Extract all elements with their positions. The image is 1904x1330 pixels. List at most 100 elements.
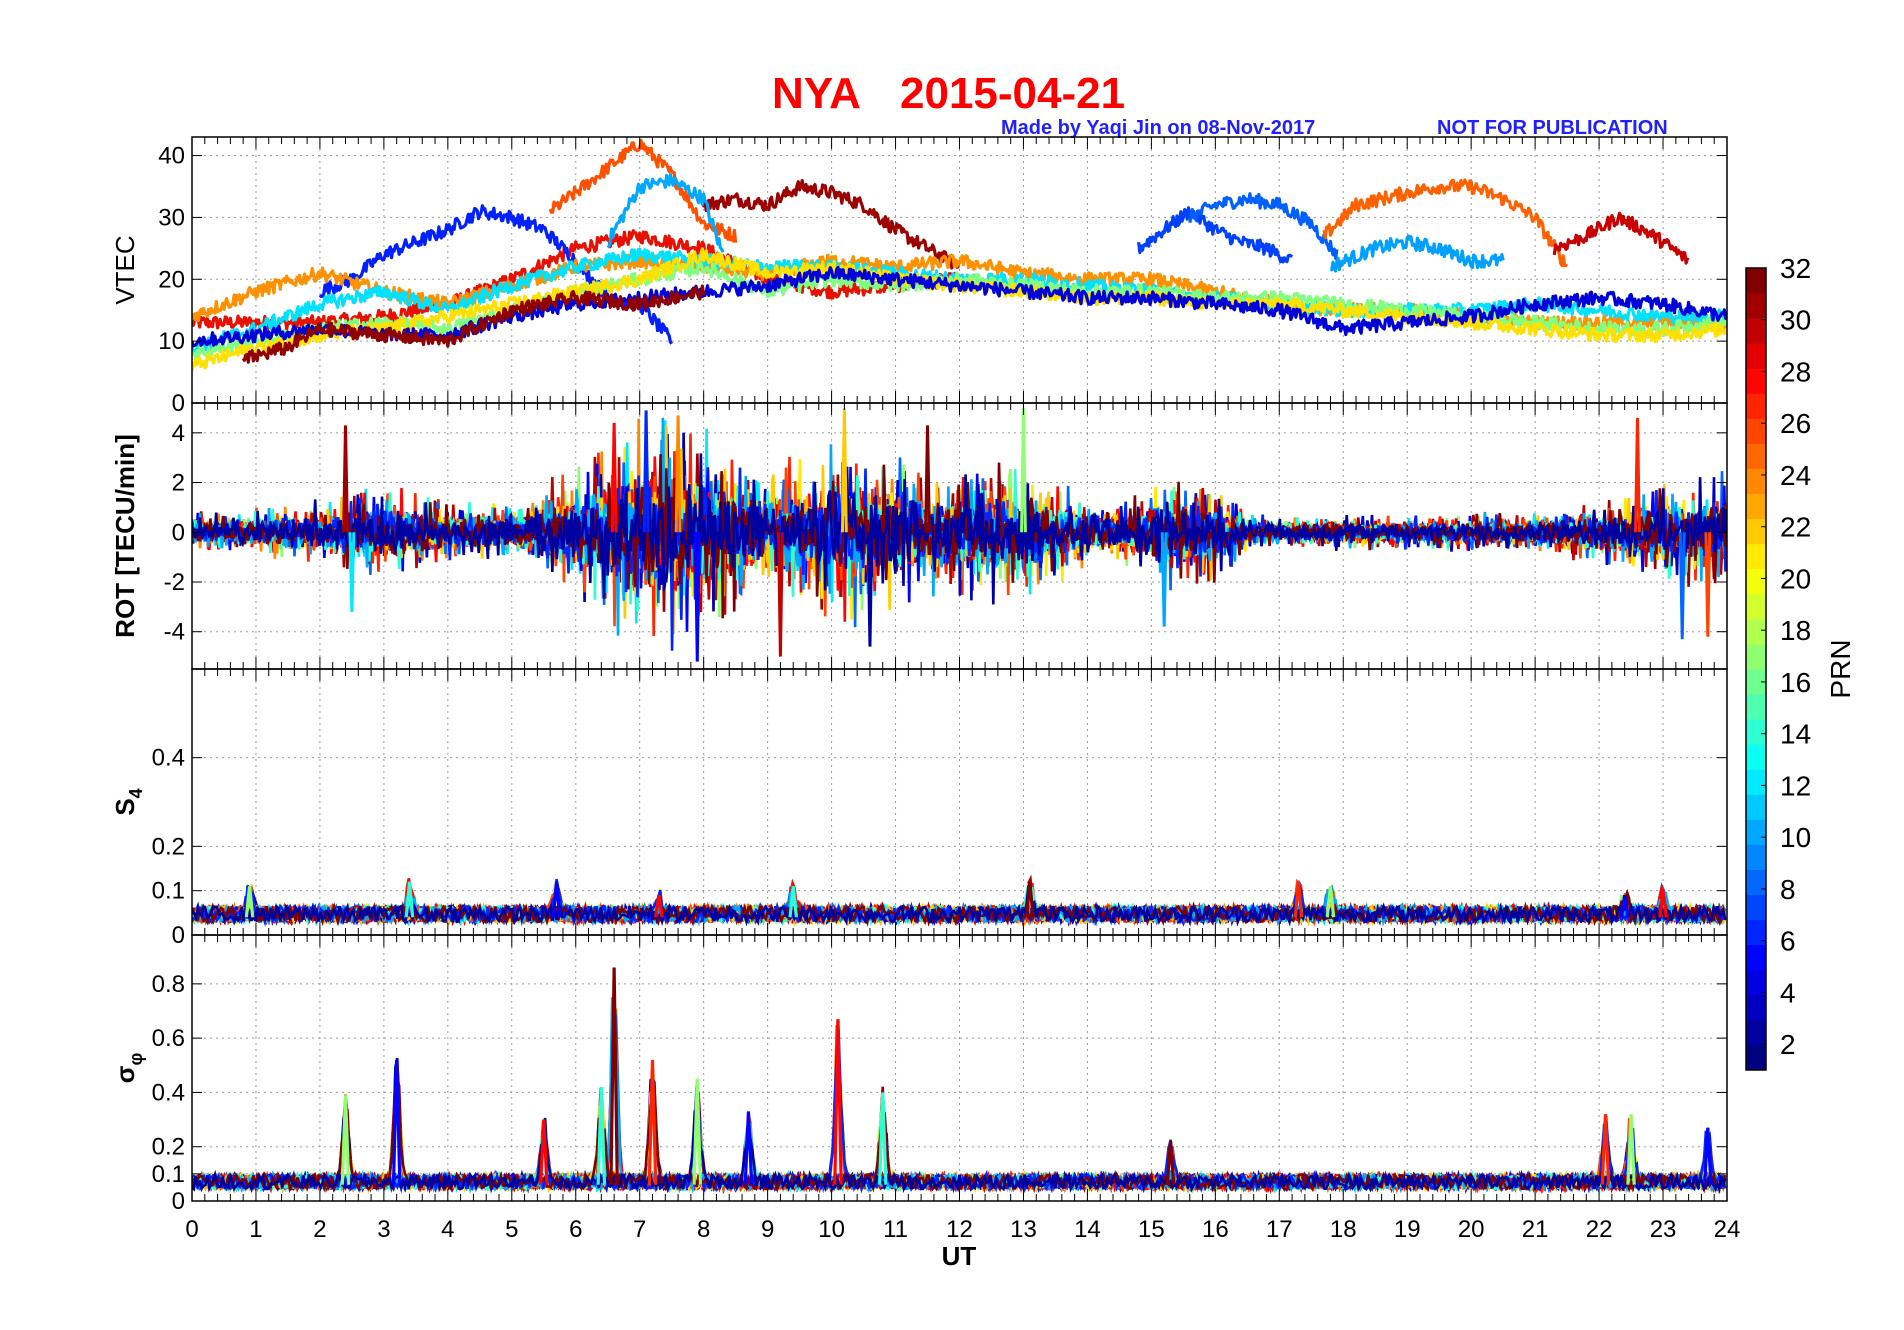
colorbar-tick-label: 30 — [1780, 305, 1811, 336]
sigphi-peak — [538, 1119, 549, 1185]
y-tick-label: 2 — [172, 470, 185, 497]
vtec-series-prn-26 — [1322, 178, 1569, 268]
panel-s4: 0 0.1 0.2 0.4S4 — [110, 668, 1728, 949]
x-tick-label: 1 — [249, 1216, 262, 1243]
colorbar-bin — [1746, 719, 1766, 745]
sigphi-peak — [1600, 1114, 1611, 1185]
rot-peak — [693, 532, 701, 662]
rot-peak — [866, 532, 874, 647]
x-tick-label: 22 — [1586, 1216, 1613, 1243]
colorbar-bin — [1746, 418, 1766, 444]
y-axis-label-sub-s4: 4 — [126, 788, 146, 798]
sigphi-peak — [1626, 1114, 1636, 1185]
y-axis-label-vtec: VTEC — [110, 235, 140, 304]
colorbar-tick-label: 28 — [1780, 356, 1811, 387]
rot-peak — [924, 425, 931, 533]
s4-peak — [244, 886, 255, 918]
y-tick-label: 0.6 — [152, 1025, 185, 1052]
x-tick-label: 4 — [441, 1216, 454, 1243]
plot-area-rot — [192, 407, 1727, 662]
sigphi-series — [192, 1064, 1727, 1194]
colorbar-tick-label: 10 — [1780, 822, 1811, 853]
colorbar-tick-label: 8 — [1780, 874, 1796, 905]
vtec-series-prn-6 — [1137, 206, 1294, 264]
colorbar-frame — [1745, 267, 1767, 1071]
x-tick-label: 5 — [505, 1216, 518, 1243]
rot-peak — [1634, 417, 1641, 533]
colorbar-bin — [1746, 669, 1766, 695]
sigphi-peak — [647, 1059, 658, 1185]
colorbar-bin — [1746, 894, 1766, 921]
y-tick-label: 0.8 — [152, 971, 185, 998]
sigphi-series — [192, 1064, 1727, 1194]
sigphi-peak — [340, 1095, 351, 1185]
colorbar-bin — [1746, 368, 1766, 394]
s4-peak — [1025, 881, 1035, 918]
y-tick-label: -2 — [164, 569, 185, 596]
sigphi-series — [192, 1005, 1726, 1194]
rot-peak — [1678, 532, 1686, 640]
vtec-series-prn-32 — [241, 284, 706, 364]
sigphi-peak — [609, 967, 619, 1185]
colorbar-bin — [1746, 393, 1766, 419]
x-tick-label: 18 — [1330, 1216, 1357, 1243]
x-tick-label: 9 — [761, 1216, 774, 1243]
s4-peak — [1658, 890, 1668, 918]
sigphi-peak — [743, 1111, 754, 1185]
y-tick-label: 0.2 — [152, 833, 185, 860]
sigphi-series — [192, 1008, 1727, 1195]
y-tick-label: 20 — [158, 266, 185, 293]
vtec-series-prn-27 — [548, 138, 738, 243]
colorbar-bin — [1746, 794, 1766, 820]
credit-author: Made by Yaqi Jin on 08-Nov-2017 — [1001, 117, 1315, 139]
colorbar-bin — [1746, 694, 1766, 720]
colorbar-bin — [1746, 944, 1766, 971]
sigphi-series — [192, 1057, 1727, 1194]
sigphi-series — [192, 1070, 1727, 1195]
y-tick-label: 10 — [158, 328, 185, 355]
y-tick-label: 0.4 — [152, 745, 185, 772]
colorbar-tick-label: 24 — [1780, 460, 1811, 491]
vtec-series-prn-31 — [192, 229, 961, 331]
rot-peak — [642, 410, 650, 533]
colorbar-bin — [1746, 869, 1766, 896]
y-tick-label: -4 — [164, 619, 185, 646]
colorbar-bin — [1746, 1044, 1766, 1071]
y-tick-label: 0 — [172, 1188, 185, 1215]
sigphi-peak — [596, 1086, 607, 1185]
y-tick-label: 0 — [172, 922, 185, 949]
x-tick-label: 17 — [1266, 1216, 1293, 1243]
s4-peak — [654, 894, 664, 918]
colorbar-label: PRN — [1825, 639, 1856, 698]
y-axis-label-rot: ROT [TECU/min] — [110, 434, 140, 638]
x-tick-label: 7 — [633, 1216, 646, 1243]
colorbar-bin — [1746, 844, 1766, 870]
y-tick-label: 0.4 — [152, 1079, 185, 1106]
y-tick-label: 0.2 — [152, 1134, 185, 1161]
vtec-series-prn-29 — [1552, 211, 1690, 265]
colorbar-bin — [1746, 568, 1766, 595]
colorbar-bin — [1746, 618, 1766, 645]
x-tick-label: 12 — [946, 1216, 973, 1243]
y-tick-label: 0.1 — [152, 878, 185, 905]
rot-peak — [610, 422, 618, 533]
colorbar-bin — [1746, 443, 1766, 469]
s4-peak — [788, 886, 798, 918]
s4-peak — [551, 881, 562, 918]
sigphi-peak — [1703, 1127, 1713, 1185]
colorbar-tick-label: 2 — [1780, 1029, 1796, 1060]
vtec-series-prn-3 — [192, 265, 1727, 348]
vtec-series-prn-10 — [1330, 234, 1505, 273]
vtec-series-prn-21 — [192, 247, 1727, 371]
s4-peak — [1293, 881, 1304, 918]
rot-peak — [342, 425, 349, 533]
colorbar-bin — [1746, 518, 1766, 545]
colorbar-tick-label: 18 — [1780, 615, 1811, 646]
colorbar-bin — [1746, 819, 1766, 845]
colorbar-bin — [1746, 1019, 1766, 1046]
sigphi-series — [192, 1010, 1726, 1195]
s4-series — [192, 885, 1727, 927]
credit-notice: NOT FOR PUBLICATION — [1437, 117, 1668, 139]
plot-area-vtec — [192, 138, 1727, 371]
